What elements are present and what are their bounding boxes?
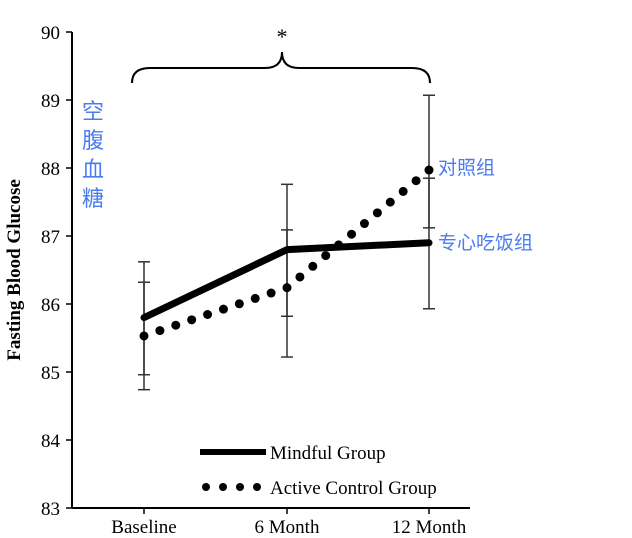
y-tick-label: 89 [41, 91, 60, 112]
series-dot-control [321, 251, 331, 261]
mindful-group-label-cn: 专心吃饭组 [438, 232, 534, 254]
series-dot-control [347, 229, 357, 239]
data-point-control [282, 283, 292, 293]
series-dot-control [359, 219, 369, 229]
x-tick-label: Baseline [111, 517, 176, 538]
significance-bracket [131, 51, 431, 84]
series-dot-control [155, 326, 165, 336]
series-dot-control [171, 320, 181, 330]
legend-dot [202, 483, 210, 491]
series-dot-control [385, 197, 395, 207]
series-dot-control [372, 208, 382, 218]
y-tick-label: 84 [41, 431, 61, 452]
series-dot-control [411, 176, 421, 186]
y-tick-label: 90 [41, 23, 60, 44]
series-dot-control [266, 288, 276, 298]
y-axis-label: Fasting Blood Glucose [4, 179, 25, 361]
legend-dot [219, 483, 227, 491]
series-dot-control [218, 304, 228, 314]
series-dot-control [250, 293, 260, 303]
control-group-label-cn: 对照组 [438, 157, 496, 179]
y-tick-label: 85 [41, 363, 60, 384]
x-tick-label: 12 Month [392, 517, 467, 538]
legend-label-control: Active Control Group [270, 478, 437, 499]
y-tick-label: 88 [41, 159, 60, 180]
series-dot-control [203, 310, 213, 320]
y-tick-label: 86 [41, 295, 60, 316]
series-dot-control [187, 315, 197, 325]
significance-marker: * [277, 24, 288, 49]
data-point-control [424, 165, 434, 175]
series-dot-control [234, 299, 244, 309]
y-axis-label-cn: 空腹血糖 [82, 100, 105, 212]
series-dot-control [334, 240, 344, 250]
legend: Mindful Group Active Control Group [200, 443, 437, 499]
legend-swatch-control [202, 483, 261, 491]
series-dot-control [398, 186, 408, 196]
x-tick-label: 6 Month [255, 517, 320, 538]
data-point-control [139, 331, 149, 341]
legend-dot [236, 483, 244, 491]
legend-dot [253, 483, 261, 491]
series-dot-control [308, 261, 318, 271]
series-dot-control [295, 272, 305, 282]
y-tick-label: 83 [41, 499, 60, 520]
y-tick-label: 87 [41, 227, 60, 248]
legend-label-mindful: Mindful Group [270, 443, 386, 464]
